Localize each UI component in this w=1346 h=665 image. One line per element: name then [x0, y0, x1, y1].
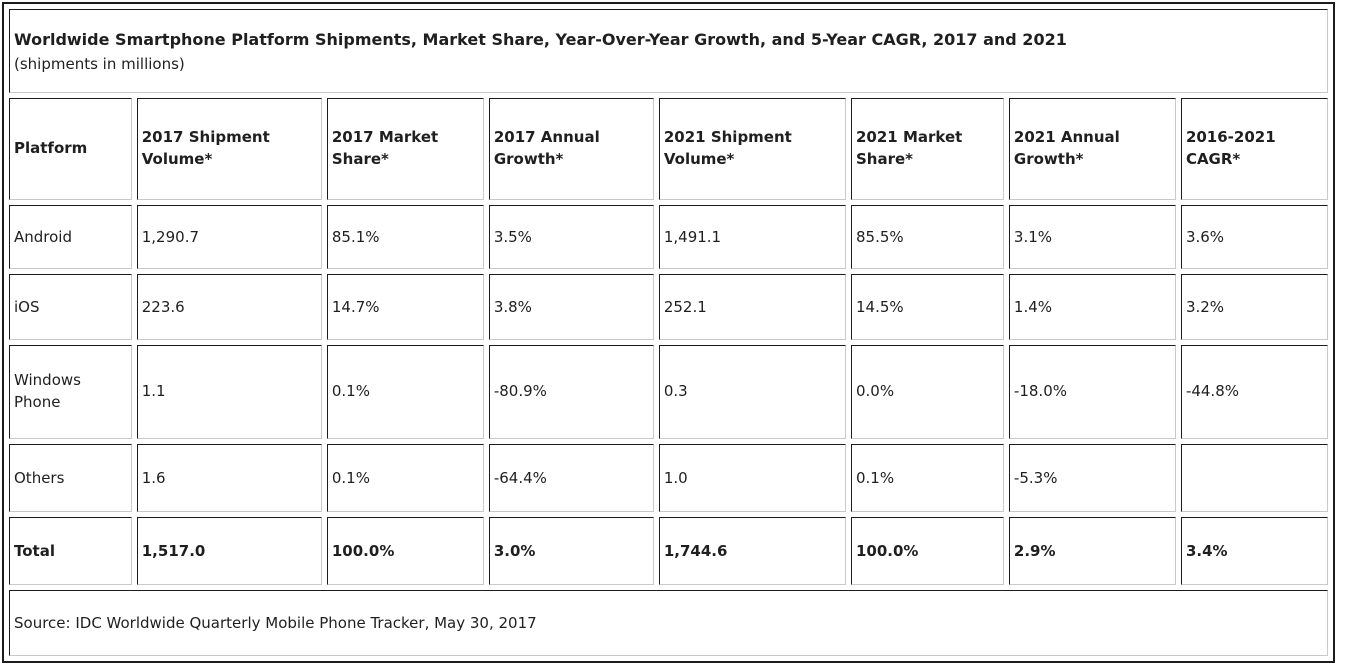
table-row-ios: iOS 223.6 14.7% 3.8% 252.1 14.5% 1.4% 3.… [9, 274, 1328, 340]
data-cell: 3.2% [1180, 274, 1328, 340]
source-note: Source: IDC Worldwide Quarterly Mobile P… [9, 590, 1328, 656]
header-2021-market-share: 2021 Market Share* [850, 98, 1004, 200]
table-row-others: Others 1.6 0.1% -64.4% 1.0 0.1% -5.3% [9, 444, 1328, 512]
data-cell: 1,491.1 [658, 205, 846, 269]
table-subtitle: (shipments in millions) [14, 54, 185, 73]
data-cell: 3.8% [488, 274, 654, 340]
data-cell: 100.0% [326, 517, 484, 585]
data-cell: 1.0 [658, 444, 846, 512]
header-2017-shipment-volume: 2017 Shipment Volume* [136, 98, 322, 200]
header-2021-shipment-volume: 2021 Shipment Volume* [658, 98, 846, 200]
data-cell: 1.1 [136, 345, 322, 439]
header-2017-market-share: 2017 Market Share* [326, 98, 484, 200]
table-source-row: Source: IDC Worldwide Quarterly Mobile P… [9, 590, 1328, 656]
data-cell: 0.1% [850, 444, 1004, 512]
table-title-row: Worldwide Smartphone Platform Shipments,… [9, 9, 1328, 93]
data-cell: 3.1% [1008, 205, 1176, 269]
row-label: iOS [9, 274, 132, 340]
data-cell: 3.6% [1180, 205, 1328, 269]
data-cell: 85.1% [326, 205, 484, 269]
data-cell: 223.6 [136, 274, 322, 340]
row-label: Total [9, 517, 132, 585]
table-row-android: Android 1,290.7 85.1% 3.5% 1,491.1 85.5%… [9, 205, 1328, 269]
data-cell: -44.8% [1180, 345, 1328, 439]
table-header-row: Platform 2017 Shipment Volume* 2017 Mark… [9, 98, 1328, 200]
table-title-cell: Worldwide Smartphone Platform Shipments,… [9, 9, 1328, 93]
data-cell: 3.0% [488, 517, 654, 585]
data-cell: 1,744.6 [658, 517, 846, 585]
table-title: Worldwide Smartphone Platform Shipments,… [14, 29, 1067, 49]
data-cell: 85.5% [850, 205, 1004, 269]
data-cell: -5.3% [1008, 444, 1176, 512]
data-cell: 1.4% [1008, 274, 1176, 340]
table-row-total: Total 1,517.0 100.0% 3.0% 1,744.6 100.0%… [9, 517, 1328, 585]
data-cell: 0.0% [850, 345, 1004, 439]
data-cell: -80.9% [488, 345, 654, 439]
data-cell: 0.1% [326, 444, 484, 512]
header-2021-annual-growth: 2021 Annual Growth* [1008, 98, 1176, 200]
table-row-windows-phone: Windows Phone 1.1 0.1% -80.9% 0.3 0.0% -… [9, 345, 1328, 439]
data-cell: 0.1% [326, 345, 484, 439]
row-label: Windows Phone [9, 345, 132, 439]
data-cell: -64.4% [488, 444, 654, 512]
data-cell: -18.0% [1008, 345, 1176, 439]
header-2017-annual-growth: 2017 Annual Growth* [488, 98, 654, 200]
data-cell: 3.5% [488, 205, 654, 269]
header-2016-2021-cagr: 2016-2021 CAGR* [1180, 98, 1328, 200]
data-cell: 2.9% [1008, 517, 1176, 585]
data-cell: 1,517.0 [136, 517, 322, 585]
data-cell: 1.6 [136, 444, 322, 512]
data-cell: 3.4% [1180, 517, 1328, 585]
data-cell: 100.0% [850, 517, 1004, 585]
data-cell: 14.5% [850, 274, 1004, 340]
data-cell: 252.1 [658, 274, 846, 340]
row-label: Android [9, 205, 132, 269]
data-cell [1180, 444, 1328, 512]
data-cell: 14.7% [326, 274, 484, 340]
data-cell: 1,290.7 [136, 205, 322, 269]
header-platform: Platform [9, 98, 132, 200]
data-cell: 0.3 [658, 345, 846, 439]
row-label: Others [9, 444, 132, 512]
